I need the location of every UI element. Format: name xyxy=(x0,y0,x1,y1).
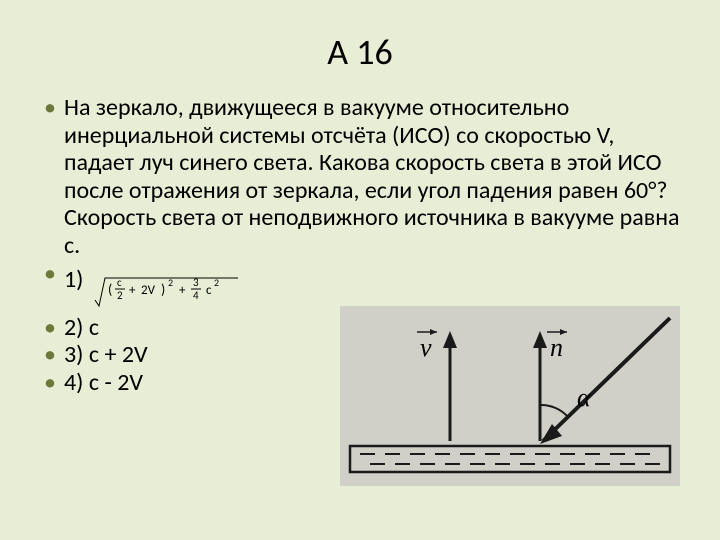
svg-text:α: α xyxy=(577,383,592,412)
svg-text:+: + xyxy=(179,283,186,298)
svg-text:(: ( xyxy=(108,281,112,298)
svg-text:c: c xyxy=(206,283,212,298)
svg-text:2: 2 xyxy=(214,276,219,289)
option-1-label: 1) xyxy=(64,265,83,294)
svg-text:4: 4 xyxy=(193,289,199,302)
svg-text:2: 2 xyxy=(168,276,173,289)
svg-text:c: c xyxy=(117,276,122,289)
svg-text:n: n xyxy=(550,333,563,362)
question-text: На зеркало, движущееся в вакууме относит… xyxy=(40,94,680,260)
option-1-formula: ( c 2 + 2V ) 2 + 3 4 c 2 xyxy=(93,266,243,310)
page-title: А 16 xyxy=(40,30,680,74)
option-1: 1) ( c 2 + 2V ) 2 + 3 4 c 2 xyxy=(40,260,680,310)
mirror-diagram: v n α xyxy=(340,306,680,486)
svg-text:2V: 2V xyxy=(141,283,156,298)
svg-text:3: 3 xyxy=(193,276,199,289)
svg-text:2: 2 xyxy=(117,289,123,302)
svg-text:v: v xyxy=(420,333,432,362)
svg-text:+: + xyxy=(129,283,136,298)
svg-text:): ) xyxy=(161,281,165,298)
